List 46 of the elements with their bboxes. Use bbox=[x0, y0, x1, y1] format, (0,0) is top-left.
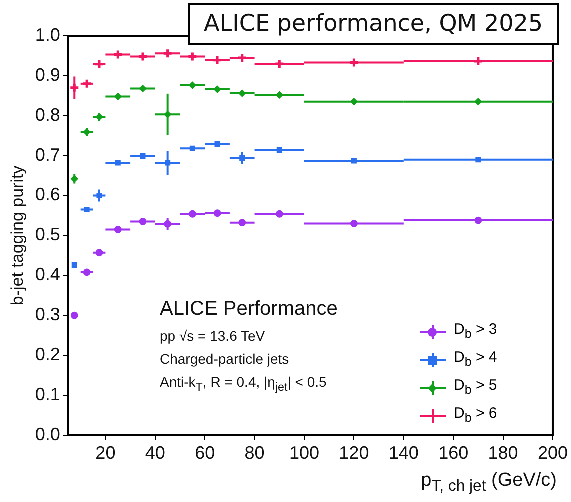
point bbox=[82, 78, 92, 90]
y-tick-label: 0.9 bbox=[35, 64, 60, 85]
x-tick-label: 60 bbox=[195, 443, 216, 464]
point bbox=[274, 58, 285, 70]
y-tick-label: 1.0 bbox=[35, 24, 60, 45]
point bbox=[212, 55, 223, 66]
x-axis-title: p$_{T, ch jet}$ (GeV/c) bbox=[421, 470, 557, 496]
x-tick-label: 200 bbox=[538, 443, 568, 464]
point bbox=[162, 48, 174, 59]
y-tick-label: 0.0 bbox=[35, 424, 60, 444]
point bbox=[72, 262, 78, 268]
legend-label: D$_{b}$ > 3 bbox=[454, 320, 498, 343]
y-tick-label: 0.5 bbox=[35, 224, 60, 245]
point bbox=[69, 82, 80, 94]
x-tick-label: 140 bbox=[388, 443, 419, 464]
annotation: Charged-particle jets bbox=[160, 350, 290, 369]
y-tick-label: 0.7 bbox=[35, 144, 60, 165]
point bbox=[473, 56, 484, 67]
x-tick-label: 40 bbox=[145, 443, 166, 464]
point bbox=[112, 50, 124, 60]
point bbox=[138, 52, 148, 62]
y-tick-label: 0.1 bbox=[35, 384, 60, 404]
y-tick-label: 0.2 bbox=[35, 344, 60, 364]
x-tick-label: 180 bbox=[488, 443, 518, 464]
point bbox=[94, 59, 105, 70]
point bbox=[237, 52, 248, 64]
x-tick-label: 80 bbox=[244, 443, 265, 464]
y-axis-title: b-jet tagging purity bbox=[8, 165, 27, 306]
x-tick-label: 120 bbox=[339, 443, 370, 464]
x-tick-label: 20 bbox=[96, 443, 116, 464]
legend-label: D$_{b}$ > 5 bbox=[454, 376, 498, 399]
x-tick-label: 160 bbox=[438, 443, 469, 464]
y-tick-label: 0.6 bbox=[35, 184, 60, 205]
annotation: Anti-k$_{T}$, R = 0.4, |η$_{jet}$| < 0.5 bbox=[160, 373, 328, 396]
legend-label: D$_{b}$ > 6 bbox=[454, 404, 498, 427]
legend-label: D$_{b}$ > 4 bbox=[454, 348, 498, 371]
chart-title: ALICE performance, QM 2025 bbox=[188, 3, 559, 45]
point bbox=[70, 312, 78, 320]
x-tick-label: 100 bbox=[289, 443, 320, 464]
point bbox=[187, 52, 198, 62]
annotation: ALICE Performance bbox=[160, 298, 338, 321]
point bbox=[348, 58, 360, 68]
y-tick-label: 0.4 bbox=[35, 264, 60, 285]
y-tick-label: 0.3 bbox=[35, 304, 60, 325]
annotation: pp √s = 13.6 TeV bbox=[160, 327, 266, 346]
y-tick-label: 0.8 bbox=[35, 104, 60, 125]
